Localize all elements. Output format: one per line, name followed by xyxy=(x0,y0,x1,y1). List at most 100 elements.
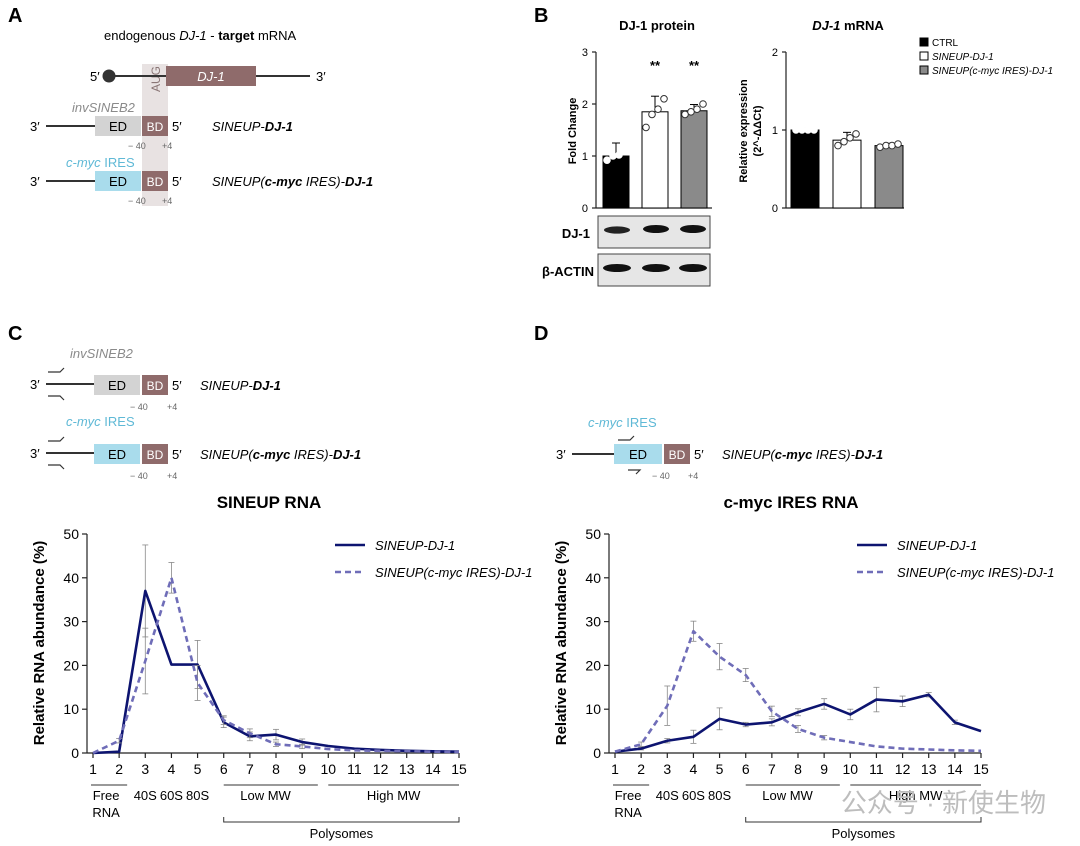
significance-mark: ** xyxy=(689,58,700,73)
x-tick-label: 2 xyxy=(637,761,645,777)
x-tick-label: 15 xyxy=(973,761,989,777)
sineup-rna-chart-title: SINEUP RNA xyxy=(217,493,322,512)
x-tick-label: 9 xyxy=(820,761,828,777)
c2-bd-label: BD xyxy=(147,175,164,189)
c-c2-three-prime: 3′ xyxy=(30,446,40,461)
y-tick-label: 20 xyxy=(585,657,601,673)
y-tick-label: 0 xyxy=(593,745,601,761)
c2-bd-box xyxy=(142,171,168,191)
x-tick-label: 12 xyxy=(895,761,911,777)
c1-five-prime: 5′ xyxy=(172,119,182,134)
legend-sineup-label: SINEUP-DJ-1 xyxy=(932,52,994,63)
x-tick-label: 15 xyxy=(451,761,467,777)
d-bd-box xyxy=(664,444,690,464)
high-mw-label: High MW xyxy=(889,788,943,803)
y-tick-label: 2 xyxy=(582,99,588,111)
free-rna-label: Free xyxy=(93,788,120,803)
x-tick-label: 4 xyxy=(168,761,176,777)
x-tick-label: 3 xyxy=(663,761,671,777)
c-c2-ed-label: ED xyxy=(108,447,126,462)
d-primer-fwd-icon xyxy=(618,435,635,441)
y-tick-label: 20 xyxy=(63,657,79,673)
blot-dj1-band-3 xyxy=(680,225,706,233)
watermark: 公众号 · 新使生物 xyxy=(841,788,1046,818)
c1-three-prime: 3′ xyxy=(30,119,40,134)
c-c1-bd-box xyxy=(142,375,168,395)
mrna-y-label-2: (2^-ΔΔCt) xyxy=(752,105,764,156)
x-tick-label: 7 xyxy=(246,761,254,777)
low-mw-label: Low MW xyxy=(762,788,813,803)
inv-sineb2-label: invSINEB2 xyxy=(72,100,136,115)
x-tick-label: 10 xyxy=(842,761,858,777)
legend-label-1: SINEUP(c-myc IRES)-DJ-1 xyxy=(897,565,1054,580)
aug-label: AUG xyxy=(149,66,163,92)
x-tick-label: 10 xyxy=(320,761,336,777)
x-tick-label: 8 xyxy=(272,761,280,777)
c1-ed-label: ED xyxy=(109,119,127,134)
series-line-0 xyxy=(92,589,460,755)
fraction-label-s40: 40S xyxy=(134,788,157,803)
ires-rna-chart-title: c-myc IRES RNA xyxy=(723,493,858,512)
y-tick-label: 0 xyxy=(582,203,588,215)
d-ed-box xyxy=(614,444,662,464)
c1-name: SINEUP-DJ-1 xyxy=(212,119,293,134)
c1-bd-label: BD xyxy=(147,120,164,134)
y-tick-label: 50 xyxy=(585,526,601,542)
x-tick-label: 4 xyxy=(690,761,698,777)
data-point xyxy=(834,141,842,150)
free-rna-label: Free xyxy=(615,788,642,803)
panel-a-label: A xyxy=(8,5,22,27)
d-tick-right: +4 xyxy=(688,471,698,481)
x-tick-label: 13 xyxy=(399,761,415,777)
series-line-0 xyxy=(614,693,982,753)
dj1-gene-box xyxy=(166,66,256,86)
x-tick-label: 1 xyxy=(611,761,619,777)
data-point xyxy=(654,105,662,113)
free-rna-label-2: RNA xyxy=(614,805,642,820)
c2-tick-left: − 40 xyxy=(128,196,146,206)
y-tick-label: 30 xyxy=(585,614,601,630)
polysomes-label: Polysomes xyxy=(832,826,896,841)
c2-three-prime: 3′ xyxy=(30,174,40,189)
low-mw-label: Low MW xyxy=(240,788,291,803)
protein-y-label: Fold Change xyxy=(567,98,579,165)
fraction-label-s40: 40S xyxy=(656,788,679,803)
c2-five-prime: 5′ xyxy=(172,174,182,189)
x-tick-label: 2 xyxy=(115,761,123,777)
d-tick-left: − 40 xyxy=(652,471,670,481)
data-point xyxy=(603,156,611,164)
c-c2-tick-right: +4 xyxy=(167,471,177,481)
x-tick-label: 11 xyxy=(347,761,362,777)
legend-ctrl-swatch xyxy=(919,37,929,47)
data-point xyxy=(846,134,854,142)
dj1-gene-label: DJ-1 xyxy=(197,69,224,84)
bar-0 xyxy=(790,129,820,209)
c-c1-bd-label: BD xyxy=(147,379,164,393)
c-c2-name: SINEUP(c-myc IRES)-DJ-1 xyxy=(200,447,361,462)
mrna-five-prime: 5′ xyxy=(90,69,100,84)
d-ed-label: ED xyxy=(629,447,647,462)
blot-dj1-label: DJ-1 xyxy=(562,226,590,241)
c1-ed-box xyxy=(95,116,141,136)
free-rna-label-2: RNA xyxy=(92,805,120,820)
mrna-chart-title: DJ-1 mRNA xyxy=(812,18,884,33)
protein-chart-title: DJ-1 protein xyxy=(619,18,695,33)
mrna-bars: 0 1 2 xyxy=(772,47,904,215)
d-name: SINEUP(c-myc IRES)-DJ-1 xyxy=(722,447,883,462)
legend-label-1: SINEUP(c-myc IRES)-DJ-1 xyxy=(375,565,532,580)
bar-2 xyxy=(874,145,904,209)
y-tick-label: 50 xyxy=(63,526,79,542)
x-tick-label: 1 xyxy=(89,761,97,777)
data-point xyxy=(615,151,623,159)
series-line-1 xyxy=(614,629,982,753)
blot-actin-band-2 xyxy=(642,264,670,272)
c2-ires-label: c-myc IRES xyxy=(66,155,135,170)
y-tick-label: 1 xyxy=(582,151,588,163)
c-c2-primer-rev-icon xyxy=(48,464,65,470)
c1-tick-left: − 40 xyxy=(128,141,146,151)
legend-label-0: SINEUP-DJ-1 xyxy=(897,538,977,553)
c1-bd-box xyxy=(142,116,168,136)
bar-1 xyxy=(832,139,862,209)
